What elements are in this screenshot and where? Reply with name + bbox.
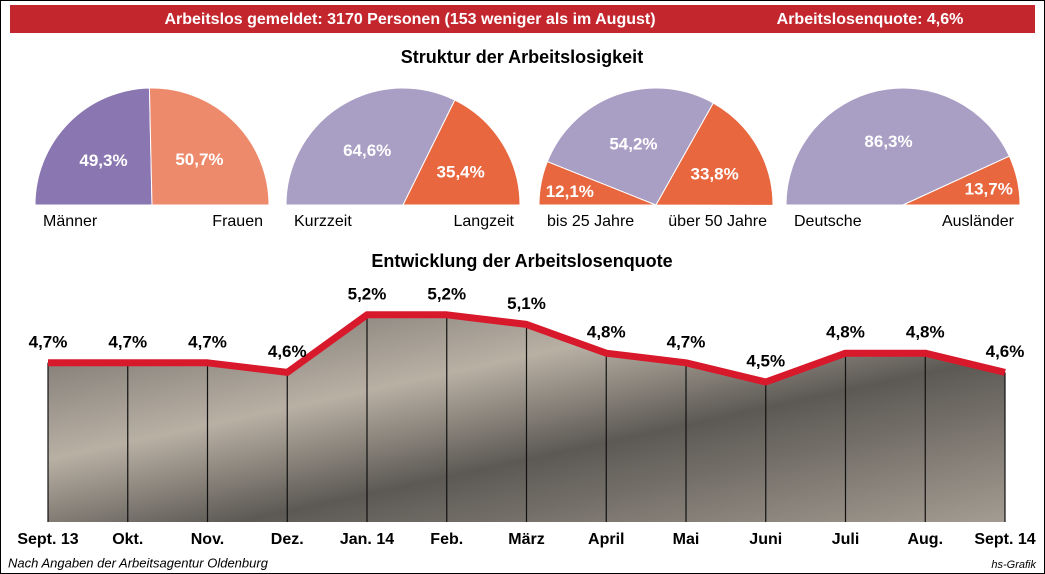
point-label: 4,8%: [826, 323, 865, 342]
point-label: 4,8%: [587, 323, 626, 342]
month-label: Nov.: [191, 531, 224, 548]
category-label: Ausländer: [942, 213, 1015, 230]
point-label: 4,8%: [906, 323, 945, 342]
point-label: 5,2%: [427, 284, 466, 303]
point-label: 4,6%: [986, 342, 1025, 361]
month-label: Juli: [832, 531, 860, 548]
category-label: Deutsche: [794, 213, 862, 230]
slice-label: 49,3%: [79, 151, 127, 170]
month-label: Dez.: [271, 531, 304, 548]
month-label: Juni: [749, 531, 782, 548]
credit: hs-Grafik: [991, 559, 1036, 571]
category-label: Männer: [43, 213, 98, 230]
slice-label: 86,3%: [864, 132, 912, 151]
month-label: Sept. 14: [974, 531, 1035, 548]
month-label: Okt.: [112, 531, 143, 548]
slice-label: 64,6%: [343, 141, 391, 160]
header-rate: Arbeitslosenquote: 4,6%: [777, 11, 964, 28]
month-label: April: [588, 531, 624, 548]
month-label: Jan. 14: [340, 531, 394, 548]
point-label: 4,7%: [188, 332, 227, 351]
section-title: Struktur der Arbeitslosigkeit: [401, 47, 643, 67]
slice-label: 12,1%: [546, 182, 594, 201]
category-label: über 50 Jahre: [668, 213, 767, 230]
slice-label: 50,7%: [175, 150, 223, 169]
point-label: 4,7%: [29, 332, 68, 351]
slice-label: 35,4%: [437, 163, 485, 182]
month-label: Mai: [673, 531, 700, 548]
month-label: Sept. 13: [17, 531, 78, 548]
month-label: März: [508, 531, 544, 548]
month-label: Feb.: [430, 531, 463, 548]
source-note: Nach Angaben der Arbeitsagentur Oldenbur…: [8, 555, 269, 570]
infographic: Arbeitslos gemeldet: 3170 Personen (153 …: [0, 0, 1045, 574]
point-label: 4,7%: [108, 332, 147, 351]
category-label: bis 25 Jahre: [547, 213, 634, 230]
slice-label: 33,8%: [691, 164, 739, 183]
header-text: Arbeitslos gemeldet: 3170 Personen (153 …: [164, 11, 655, 28]
point-label: 5,2%: [348, 284, 387, 303]
month-label: Aug.: [907, 531, 943, 548]
category-label: Kurzzeit: [294, 213, 352, 230]
point-label: 4,7%: [667, 332, 706, 351]
slice-label: 54,2%: [609, 134, 657, 153]
point-label: 4,5%: [746, 351, 785, 370]
slice-label: 13,7%: [965, 180, 1013, 199]
line-title: Entwicklung der Arbeitslosenquote: [371, 251, 672, 271]
category-label: Frauen: [212, 213, 263, 230]
point-label: 4,6%: [268, 342, 307, 361]
category-label: Langzeit: [454, 213, 515, 230]
point-label: 5,1%: [507, 294, 546, 313]
